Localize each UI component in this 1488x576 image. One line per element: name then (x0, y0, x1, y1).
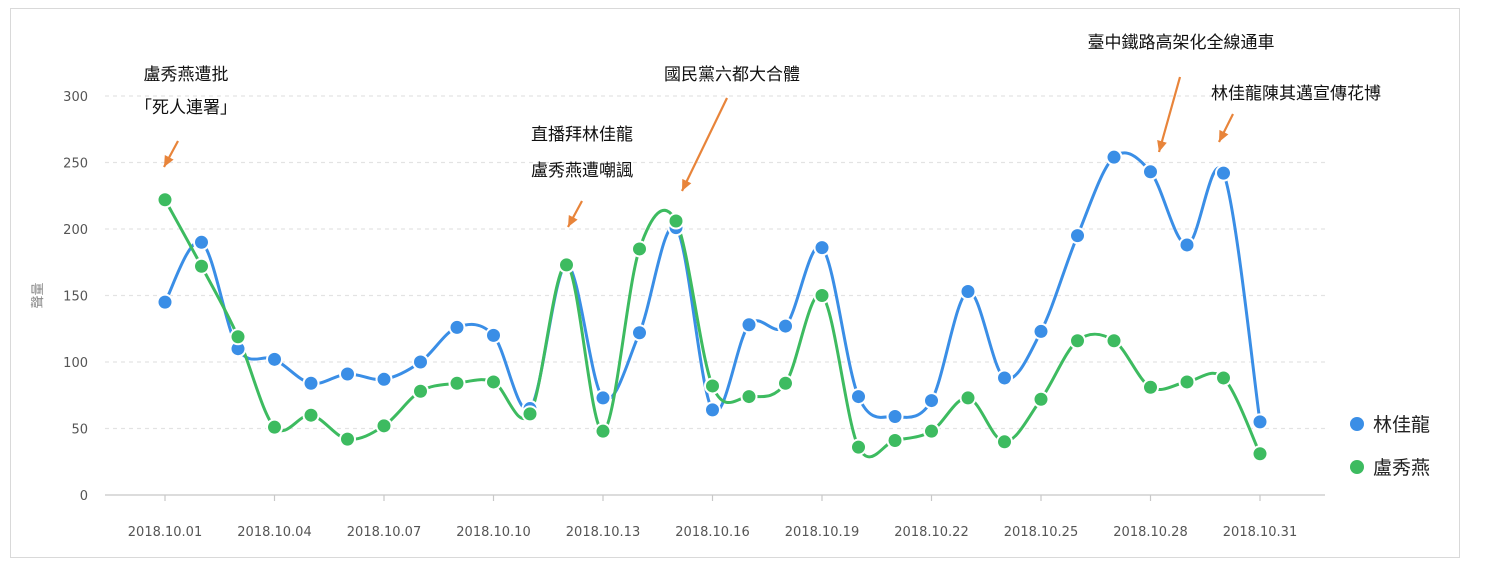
chart-frame (10, 8, 1460, 558)
data-point-0 (959, 283, 977, 301)
legend-marker (1350, 460, 1364, 474)
data-point-1 (667, 212, 685, 230)
x-tick-label: 2018.10.16 (675, 525, 749, 540)
data-point-0 (266, 350, 283, 368)
data-point-0 (448, 318, 466, 336)
data-point-0 (1032, 322, 1050, 340)
data-point-0 (996, 369, 1013, 387)
annotation-text: 直播拜林佳龍 (531, 125, 633, 145)
data-point-0 (850, 388, 867, 406)
data-point-0 (156, 293, 174, 311)
data-point-1 (302, 406, 320, 424)
x-tick-label: 2018.10.22 (894, 525, 968, 540)
annotation-text: 國民黨六都大合體 (664, 65, 800, 85)
data-point-0 (813, 239, 831, 257)
annotation-arrowhead (682, 178, 692, 191)
data-point-1 (704, 377, 721, 395)
data-point-0 (302, 374, 320, 392)
data-point-1 (558, 256, 575, 274)
annotation-arrow (681, 97, 728, 192)
annotation-text: 「死人連署」 (135, 98, 237, 118)
data-point-1 (1178, 373, 1196, 391)
data-point-0 (339, 365, 356, 383)
data-point-1 (521, 405, 539, 423)
data-point-0 (1215, 164, 1232, 182)
legend-label: 盧秀燕 (1373, 457, 1430, 479)
data-point-1 (412, 382, 429, 400)
legend-marker (1350, 417, 1364, 431)
x-tick-label: 2018.10.04 (237, 525, 311, 540)
y-tick-label: 300 (63, 90, 88, 105)
annotation-arrowhead (1219, 129, 1229, 142)
y-axis-label: 聲量 (30, 282, 46, 308)
x-tick-label: 2018.10.31 (1223, 525, 1297, 540)
data-point-1 (1251, 445, 1269, 463)
data-point-1 (156, 191, 174, 209)
data-point-0 (1178, 236, 1196, 254)
annotation-text: 林佳龍陳其邁宣傳花博 (1211, 84, 1381, 104)
annotation-arrowhead (1157, 140, 1167, 152)
annotation-text: 臺中鐵路高架化全線通車 (1088, 33, 1275, 53)
data-point-1 (1142, 378, 1159, 396)
data-point-1 (813, 287, 831, 304)
y-tick-label: 150 (63, 290, 88, 305)
data-point-1 (996, 433, 1013, 451)
data-point-0 (1105, 148, 1123, 166)
y-tick-label: 100 (63, 356, 88, 371)
data-point-1 (777, 374, 794, 392)
data-point-1 (339, 430, 356, 448)
x-tick-label: 2018.10.28 (1113, 525, 1187, 540)
data-point-0 (485, 326, 502, 344)
data-point-1 (193, 257, 210, 275)
x-tick-label: 2018.10.19 (785, 525, 859, 540)
y-tick-label: 250 (63, 157, 88, 172)
data-point-1 (923, 422, 940, 440)
x-tick-label: 2018.10.13 (566, 525, 640, 540)
data-point-1 (631, 240, 648, 258)
data-point-0 (594, 389, 612, 407)
annotation-arrow (1157, 76, 1182, 153)
annotation-arrowhead (164, 154, 174, 167)
annotation-text: 盧秀燕遭批 (144, 65, 229, 85)
series-line-1 (163, 199, 1262, 459)
data-point-0 (412, 353, 429, 371)
data-point-0 (1069, 227, 1086, 245)
annotation-text: 盧秀燕遭嘲諷 (531, 161, 633, 181)
data-point-0 (1251, 413, 1269, 431)
data-point-1 (740, 388, 758, 406)
data-point-1 (594, 422, 612, 440)
data-point-1 (850, 438, 867, 456)
annotation-arrowhead (568, 214, 578, 227)
series-line-0 (163, 151, 1262, 423)
data-point-0 (886, 408, 904, 426)
x-tick-label: 2018.10.07 (347, 525, 421, 540)
data-point-0 (704, 401, 721, 419)
data-point-1 (1032, 390, 1050, 408)
data-point-1 (448, 374, 466, 392)
x-tick-label: 2018.10.10 (456, 525, 530, 540)
data-point-0 (923, 392, 940, 410)
data-point-0 (1142, 163, 1159, 181)
data-point-1 (375, 417, 393, 435)
legend-label: 林佳龍 (1373, 414, 1430, 436)
data-point-0 (193, 233, 210, 251)
data-point-1 (1069, 332, 1086, 350)
data-point-1 (959, 389, 977, 407)
data-point-1 (485, 373, 502, 391)
data-point-1 (886, 431, 904, 449)
data-point-1 (1215, 369, 1232, 387)
y-tick-label: 50 (71, 423, 88, 438)
y-tick-label: 0 (80, 489, 88, 504)
x-tick-label: 2018.10.25 (1004, 525, 1078, 540)
data-point-1 (1105, 332, 1123, 350)
data-point-1 (266, 418, 283, 436)
data-point-0 (777, 317, 794, 335)
x-tick-label: 2018.10.01 (128, 525, 202, 540)
data-point-0 (375, 370, 393, 388)
y-tick-label: 200 (63, 223, 88, 238)
data-point-0 (631, 324, 648, 342)
data-point-1 (229, 328, 247, 346)
data-point-0 (740, 316, 758, 334)
